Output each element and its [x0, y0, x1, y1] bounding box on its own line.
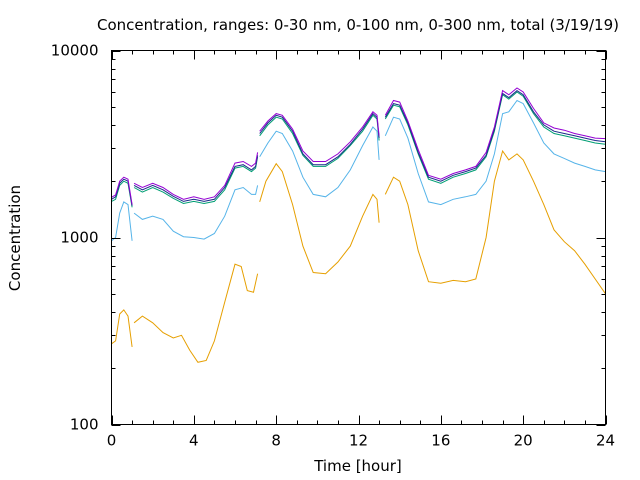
series-2-segment-2	[259, 114, 380, 167]
series-3-segment-3	[384, 89, 606, 182]
series-4-segment-3	[384, 87, 606, 180]
y-axis-label: Concentration	[6, 185, 24, 291]
x-axis-label: Time [hour]	[313, 457, 402, 475]
series-4-segment-2	[259, 111, 380, 162]
series-3-segment-2	[259, 112, 380, 166]
series-2-segment-3	[384, 91, 606, 184]
x-tick-label: 4	[189, 432, 199, 450]
series-2-segment-1	[133, 156, 259, 205]
chart-title: Concentration, ranges: 0-30 nm, 0-100 nm…	[97, 16, 619, 34]
series-0-segment-1	[133, 263, 259, 363]
series-1-segment-3	[384, 99, 606, 206]
series-3-segment-1	[133, 155, 259, 202]
series-layer	[111, 87, 606, 363]
y-tick-label: 10000	[51, 42, 99, 60]
series-0-segment-3	[384, 149, 606, 295]
plot-frame	[111, 50, 606, 425]
series-1-segment-2	[259, 126, 380, 198]
y-tick-label: 1000	[60, 229, 98, 247]
y-tick-label: 100	[70, 416, 99, 434]
series-1-segment-0	[111, 201, 133, 242]
series-1-segment-1	[133, 185, 259, 240]
series-4-segment-0	[111, 176, 133, 205]
x-tick-label: 8	[271, 432, 281, 450]
series-0-segment-2	[259, 162, 380, 275]
series-4-segment-1	[133, 152, 259, 200]
series-0-segment-0	[111, 309, 133, 347]
x-tick-label: 16	[431, 432, 450, 450]
x-tick-label: 24	[596, 432, 615, 450]
x-tick-label: 0	[107, 432, 117, 450]
ticks-layer: 0 4 8 12 16 20 24 100 1000 10000	[51, 42, 615, 450]
x-tick-label: 12	[349, 432, 368, 450]
x-tick-label: 20	[514, 432, 533, 450]
